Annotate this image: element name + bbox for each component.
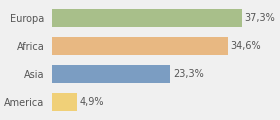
Text: 4,9%: 4,9% [80,97,104,107]
Bar [52,9,242,27]
Bar [52,37,228,55]
Text: 37,3%: 37,3% [244,13,275,23]
Text: 34,6%: 34,6% [230,41,261,51]
Bar [52,65,171,83]
Bar [52,93,77,111]
Text: 23,3%: 23,3% [173,69,204,79]
